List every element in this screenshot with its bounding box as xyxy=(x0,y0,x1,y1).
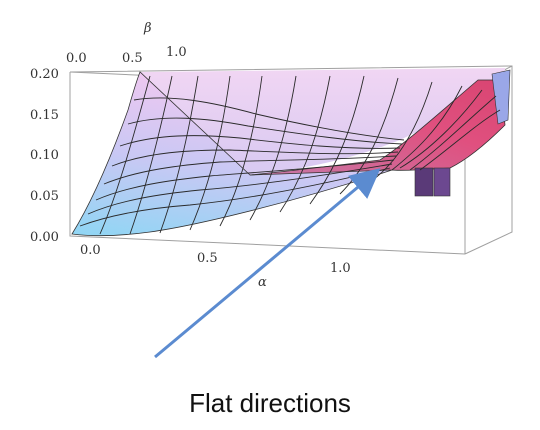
caption: Flat directions xyxy=(189,388,351,418)
alpha-axis: 0.0 0.5 1.0 α xyxy=(80,243,351,290)
z-tick: 0.20 xyxy=(30,67,59,82)
surface-block xyxy=(433,167,451,197)
z-axis: 0.20 0.15 0.10 0.05 0.00 xyxy=(30,67,59,245)
surface-mesh xyxy=(79,75,501,235)
beta-axis-label: β xyxy=(143,21,152,36)
alpha-tick: 0.5 xyxy=(197,251,218,266)
surface-block xyxy=(414,167,434,197)
z-tick: 0.15 xyxy=(30,108,59,123)
z-tick: 0.00 xyxy=(30,230,59,245)
surface-back xyxy=(140,68,505,175)
beta-tick: 1.0 xyxy=(166,45,187,60)
z-tick: 0.05 xyxy=(30,189,59,204)
beta-axis: 0.0 0.5 1.0 β xyxy=(66,21,187,66)
annotation-arrow xyxy=(154,168,381,359)
alpha-tick: 1.0 xyxy=(330,261,351,276)
surface-edge xyxy=(491,69,511,125)
z-tick: 0.10 xyxy=(30,148,59,163)
beta-tick: 0.5 xyxy=(122,51,143,66)
alpha-tick: 0.0 xyxy=(80,243,101,258)
beta-tick: 0.0 xyxy=(66,51,87,66)
alpha-axis-label: α xyxy=(258,275,267,290)
